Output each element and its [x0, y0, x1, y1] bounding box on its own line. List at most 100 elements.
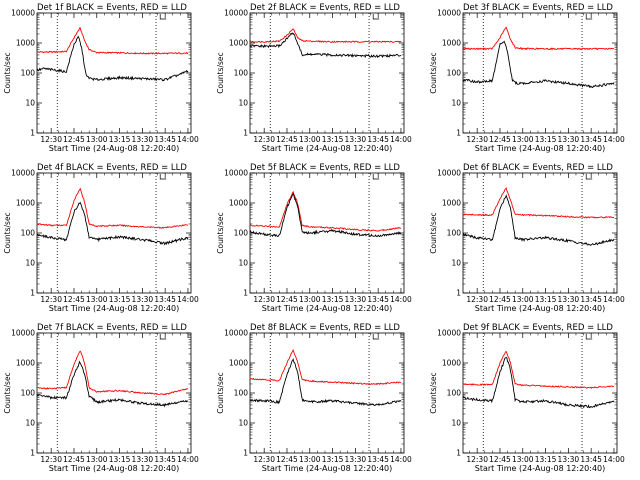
chart-4-ytick-label-2: 100 [21, 229, 36, 238]
chart-8-title: Det 8f BLACK = Events, RED = LLD [250, 323, 400, 333]
chart-9-xtick-label-2: 13:00 [512, 455, 534, 464]
chart-9-xtick-label-6: 14:00 [603, 455, 625, 464]
chart-6-xtick-label-0: 12:30 [466, 295, 488, 304]
chart-5-xtick-label-1: 12:45 [276, 295, 298, 304]
chart-2-xtick-label-2: 13:00 [299, 135, 321, 144]
chart-9-ytick-label-1: 10 [451, 419, 461, 428]
chart-4-ytick-label-3: 1000 [16, 199, 35, 208]
chart-1-xtick-label-0: 12:30 [40, 135, 62, 144]
chart-9-xlabel: Start Time (24-Aug-08 12:20:40) [475, 464, 606, 473]
chart-4-series-lld-line [36, 187, 189, 229]
chart-8-ylabel: Counts/sec [216, 372, 225, 413]
chart-7-xtick-label-0: 12:30 [40, 455, 62, 464]
chart-6-ylabel: Counts/sec [429, 212, 438, 253]
chart-8-ytick-label-1: 10 [238, 419, 248, 428]
chart-9-xtick-label-5: 13:45 [580, 455, 602, 464]
chart-1-ytick-label-1: 10 [25, 99, 35, 108]
chart-3-title: Det 3f BLACK = Events, RED = LLD [463, 3, 613, 13]
chart-8-ytick-label-2: 100 [234, 389, 249, 398]
chart-4-xtick-label-2: 13:00 [86, 295, 108, 304]
chart-4-frame [36, 172, 192, 294]
chart-5-xtick-label-5: 13:45 [367, 295, 389, 304]
chart-5-xtick-label-2: 13:00 [299, 295, 321, 304]
chart-2-series-lld-line [249, 28, 402, 44]
chart-3-series-lld-line [462, 26, 614, 51]
chart-9-series-events-line [462, 356, 615, 409]
chart-8-xtick-label-6: 14:00 [390, 455, 412, 464]
chart-2-ylabel: Counts/sec [216, 52, 225, 93]
chart-2-xtick-label-3: 13:15 [322, 135, 344, 144]
chart-1-series-events-line [36, 35, 189, 82]
chart-4-xtick-label-3: 13:15 [109, 295, 131, 304]
chart-3-ytick-label-1: 10 [451, 99, 461, 108]
chart-3-ytick-label-4: 10000 [437, 9, 461, 18]
chart-8-ytick-label-3: 1000 [229, 359, 248, 368]
chart-6-series-lld-line [462, 186, 614, 219]
chart-3-corner-marker [585, 14, 593, 20]
chart-6-panel: Det 6f BLACK = Events, RED = LLD 1 10 100 10… [429, 163, 625, 313]
chart-2-xtick-label-6: 14:00 [390, 135, 412, 144]
chart-5-ytick-label-4: 10000 [224, 169, 248, 178]
chart-4-title: Det 4f BLACK = Events, RED = LLD [37, 163, 187, 173]
chart-6-frame [462, 172, 618, 294]
chart-1-series-lld-line [36, 27, 189, 55]
chart-4-xtick-label-0: 12:30 [40, 295, 62, 304]
chart-4-ytick-label-0: 1 [30, 289, 35, 298]
chart-1-panel: Det 1f BLACK = Events, RED = LLD 1 10 100 10… [3, 3, 199, 153]
chart-5-ytick-label-2: 100 [234, 229, 249, 238]
chart-3-ylabel: Counts/sec [429, 52, 438, 93]
chart-4-corner-marker [159, 174, 167, 180]
chart-7-panel: Det 7f BLACK = Events, RED = LLD 1 10 100 10… [3, 323, 199, 473]
chart-3-panel: Det 3f BLACK = Events, RED = LLD 1 10 100 10… [429, 3, 625, 153]
chart-9-ytick-label-0: 1 [456, 449, 461, 458]
chart-7-series-lld-line [36, 350, 189, 396]
chart-6-ytick-label-0: 1 [456, 289, 461, 298]
chart-1-ytick-label-2: 100 [21, 69, 36, 78]
chart-9-panel: Det 9f BLACK = Events, RED = LLD 1 10 100 10… [429, 323, 625, 473]
chart-7-title: Det 7f BLACK = Events, RED = LLD [37, 323, 187, 333]
chart-8-xtick-label-1: 12:45 [276, 455, 298, 464]
chart-1-xtick-label-6: 14:00 [177, 135, 199, 144]
chart-9-ylabel: Counts/sec [429, 372, 438, 413]
chart-5-ylabel: Counts/sec [216, 212, 225, 253]
chart-4-xtick-label-1: 12:45 [63, 295, 85, 304]
chart-8-series-lld-line [249, 349, 402, 385]
chart-4-ylabel: Counts/sec [3, 212, 12, 253]
chart-2-xtick-label-5: 13:45 [367, 135, 389, 144]
chart-7-xtick-label-5: 13:45 [154, 455, 176, 464]
chart-9-corner-marker [585, 334, 593, 340]
chart-5-corner-marker [372, 174, 380, 180]
chart-6-xtick-label-5: 13:45 [580, 295, 602, 304]
chart-1-xtick-label-1: 12:45 [63, 135, 85, 144]
chart-8-xtick-label-3: 13:15 [322, 455, 344, 464]
chart-9-ytick-label-4: 10000 [437, 329, 461, 338]
chart-6-ytick-label-2: 100 [447, 229, 462, 238]
chart-7-xtick-label-6: 14:00 [177, 455, 199, 464]
chart-6-ytick-label-3: 1000 [442, 199, 461, 208]
chart-9-frame [462, 332, 618, 454]
chart-9-xtick-label-0: 12:30 [466, 455, 488, 464]
chart-5-title: Det 5f BLACK = Events, RED = LLD [250, 163, 400, 173]
chart-1-corner-marker [159, 14, 167, 20]
chart-9-series-lld-line [462, 350, 615, 389]
chart-8-xtick-label-2: 13:00 [299, 455, 321, 464]
chart-6-xtick-label-6: 14:00 [603, 295, 625, 304]
chart-8-xtick-label-5: 13:45 [367, 455, 389, 464]
chart-3-ytick-label-2: 100 [447, 69, 462, 78]
chart-9-ytick-label-3: 1000 [442, 359, 461, 368]
chart-6-title: Det 6f BLACK = Events, RED = LLD [463, 163, 613, 173]
chart-6-xtick-label-2: 13:00 [512, 295, 534, 304]
chart-3-xtick-label-5: 13:45 [580, 135, 602, 144]
chart-2-panel: Det 2f BLACK = Events, RED = LLD 1 10 100 10… [216, 3, 412, 153]
chart-6-xtick-label-1: 12:45 [489, 295, 511, 304]
chart-5-series-lld-line [249, 190, 402, 232]
chart-4-xtick-label-6: 14:00 [177, 295, 199, 304]
chart-2-ytick-label-2: 100 [234, 69, 249, 78]
chart-8-xtick-label-0: 12:30 [253, 455, 275, 464]
chart-4-xtick-label-5: 13:45 [154, 295, 176, 304]
chart-7-ylabel: Counts/sec [3, 372, 12, 413]
chart-3-frame [462, 12, 618, 134]
chart-5-ytick-label-0: 1 [243, 289, 248, 298]
chart-5-xtick-label-6: 14:00 [390, 295, 412, 304]
